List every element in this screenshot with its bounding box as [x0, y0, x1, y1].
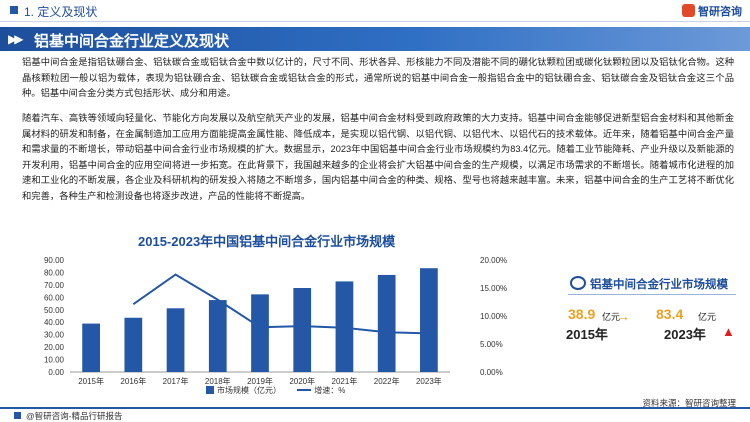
x-tick-label: 2018年	[205, 376, 231, 386]
y-right-tick-label: 15.00%	[480, 284, 507, 293]
y-left-tick-label: 80.00	[44, 268, 65, 277]
summary-divider	[568, 294, 736, 295]
y-left-tick-label: 10.00	[44, 356, 65, 365]
y-right-tick-label: 10.00%	[480, 312, 507, 321]
y-right-tick-label: 0.00%	[480, 368, 503, 377]
x-tick-label: 2020年	[289, 376, 315, 386]
x-tick-label: 2019年	[247, 376, 273, 386]
y-left-tick-label: 40.00	[44, 318, 65, 327]
section-marker-icon	[10, 6, 18, 14]
top-bar: 1. 定义及现状 智研咨询	[0, 0, 750, 22]
summary-year-end: 2023年	[664, 327, 706, 342]
section-label: 1. 定义及现状	[24, 5, 98, 19]
legend-bar-swatch	[206, 386, 214, 394]
chart-legend: 市场规模（亿元） 增速：%	[206, 385, 345, 396]
bar	[377, 274, 396, 372]
y-right-tick-label: 20.00%	[480, 256, 507, 265]
footer-marker-icon	[14, 412, 21, 419]
summary-value-end: 83.4	[656, 306, 684, 322]
summary-title: 铝基中间合金行业市场规模	[590, 279, 728, 291]
bar	[251, 294, 269, 372]
x-tick-label: 2023年	[416, 376, 442, 386]
bar	[420, 268, 438, 372]
brand-logo: 智研咨询	[682, 3, 742, 19]
brand-name: 智研咨询	[698, 6, 742, 18]
page-title: 铝基中间合金行业定义及现状	[34, 33, 230, 50]
summary-unit-start: 亿元	[602, 312, 621, 322]
y-left-tick-label: 70.00	[44, 281, 65, 290]
chevron-icon: ▶▶	[8, 32, 24, 46]
y-left-tick-label: 90.00	[44, 256, 65, 265]
legend-line-label: 增速：%	[314, 386, 346, 395]
y-left-tick-label: 30.00	[44, 331, 65, 340]
target-icon	[570, 276, 586, 290]
y-left-tick-label: 20.00	[44, 343, 65, 352]
y-right-tick-label: 5.00%	[480, 340, 503, 349]
chart-title: 2015-2023年中国铝基中间合金行业市场规模	[138, 234, 396, 249]
bar	[335, 281, 354, 372]
footer-copyright: @智研咨询-精品行研报告	[26, 411, 123, 421]
y-left-tick-label: 60.00	[44, 293, 65, 302]
arrow-right-icon: →	[616, 308, 630, 324]
legend-bar-label: 市场规模（亿元）	[217, 386, 281, 395]
footer: @智研咨询-精品行研报告	[0, 407, 750, 422]
title-bar: ▶▶ 铝基中间合金行业定义及现状	[0, 27, 750, 51]
x-tick-label: 2015年	[78, 376, 104, 386]
x-tick-label: 2021年	[332, 376, 358, 386]
x-tick-label: 2017年	[163, 376, 189, 386]
bar	[293, 288, 312, 372]
bar	[82, 323, 100, 372]
bar	[124, 317, 143, 372]
bar	[166, 308, 185, 372]
summary-year-start: 2015年	[566, 327, 608, 342]
x-tick-label: 2016年	[120, 376, 146, 386]
x-tick-label: 2022年	[374, 376, 400, 386]
bar	[208, 300, 227, 372]
y-left-tick-label: 50.00	[44, 306, 65, 315]
paragraph-status: 随着汽车、高铁等领域向轻量化、节能化方向发展以及航空航天产业的发展，铝基中间合金…	[22, 113, 734, 201]
y-left-tick-label: 0.00	[48, 368, 64, 377]
source-note: 资料来源：智研咨询整理	[642, 398, 736, 408]
legend-line-swatch	[297, 389, 312, 391]
paragraph-definition: 铝基中间合金是指铝钛硼合金、铝钛碳合金或铝钛合金中数以亿计的，尺寸不同、形状各异…	[22, 57, 734, 99]
market-size-chart: 0.00 10.00 20.00 30.00 40.00 50.00 60.00 70.00 8…	[44, 256, 507, 386]
growth-rate-line	[132, 273, 429, 335]
summary-unit-end: 亿元	[698, 312, 717, 322]
summary-value-start: 38.9	[568, 306, 596, 322]
summary-panel: 铝基中间合金行业市场规模 38.9 亿元 → 83.4 亿元 2015年 202…	[552, 270, 740, 360]
up-arrow-icon: ▲	[722, 324, 735, 339]
brand-logo-icon	[682, 4, 695, 17]
